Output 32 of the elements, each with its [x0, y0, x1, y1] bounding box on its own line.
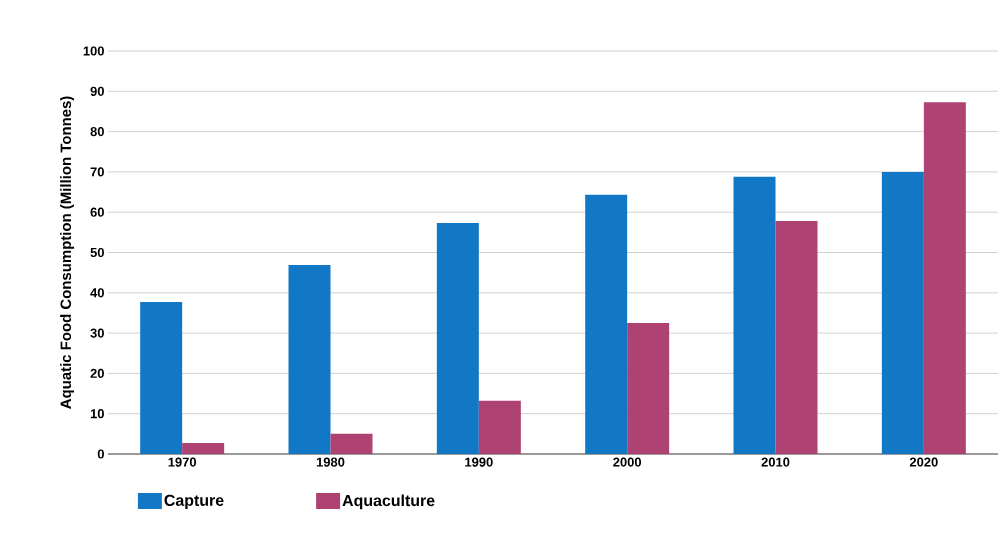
bar: [288, 264, 331, 454]
x-tick-label: 1990: [465, 457, 493, 467]
bar: [775, 221, 818, 454]
y-tick-label: 30: [90, 328, 104, 338]
legend-label: Capture: [164, 494, 224, 510]
bar: [330, 433, 373, 454]
y-tick-label: 90: [90, 86, 104, 96]
bar: [733, 176, 776, 454]
y-tick-label: 80: [90, 127, 104, 137]
bar: [585, 194, 628, 454]
bar: [436, 223, 479, 454]
x-tick-label: 1980: [316, 457, 345, 467]
y-tick-label: 50: [90, 247, 104, 258]
y-tick-label: 60: [90, 207, 104, 217]
legend-label: Aquaculture: [342, 494, 435, 510]
y-tick-label: 20: [90, 368, 104, 378]
x-tick-label: 2010: [761, 457, 790, 467]
bar: [140, 302, 183, 454]
y-tick-label: 40: [90, 288, 104, 298]
bar: [881, 171, 924, 454]
y-axis-title: Aquatic Food Consumption (Million Tonnes): [60, 96, 75, 409]
bar: [923, 102, 966, 454]
y-tick-label: 70: [90, 167, 104, 177]
bar: [478, 400, 521, 454]
y-tick-label: 10: [90, 409, 104, 419]
bar: [627, 323, 670, 454]
x-tick-label: 1970: [168, 457, 197, 467]
bar: [182, 443, 225, 454]
y-tick-label: 100: [83, 46, 104, 56]
x-tick-label: 2020: [909, 457, 938, 467]
x-tick-label: 2000: [613, 457, 642, 467]
y-tick-label: 0: [97, 449, 104, 459]
